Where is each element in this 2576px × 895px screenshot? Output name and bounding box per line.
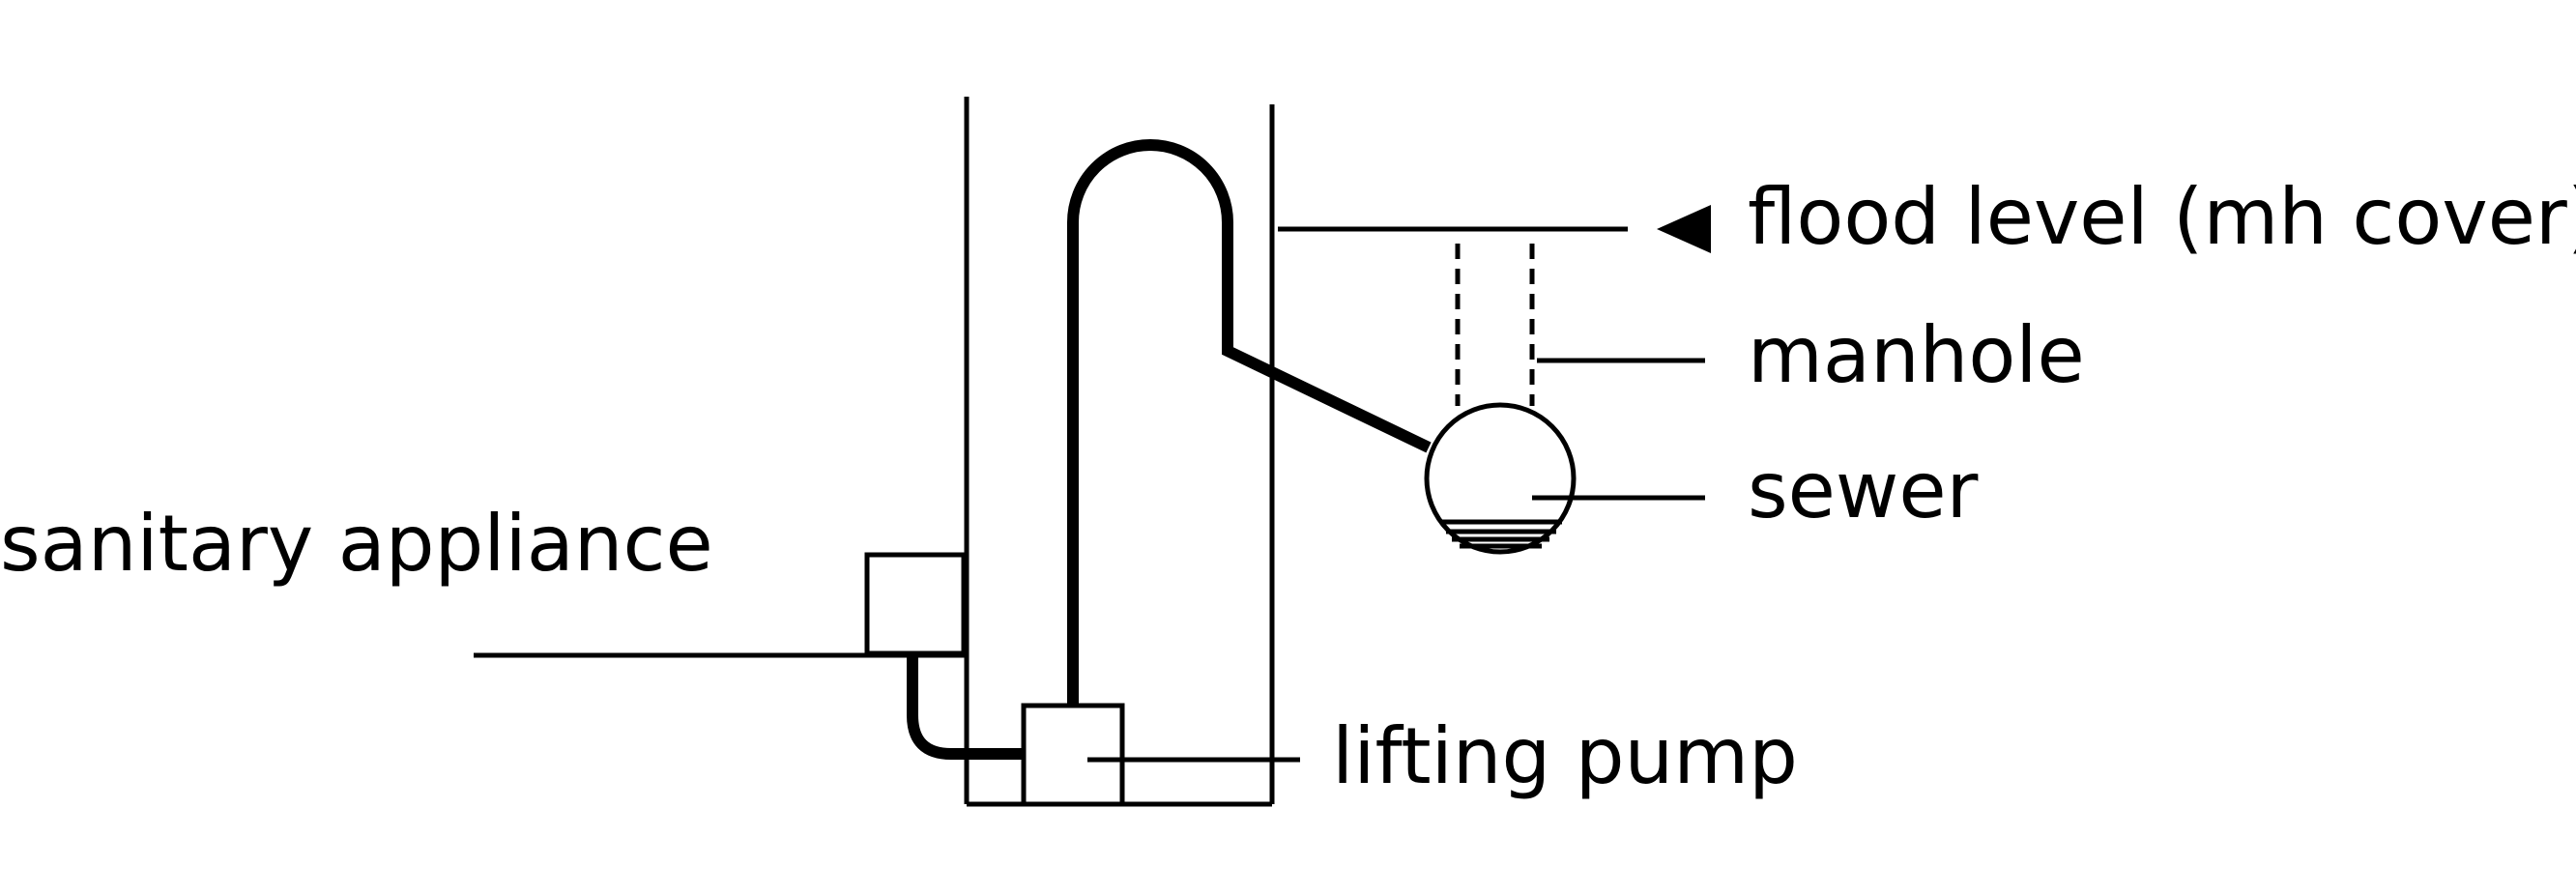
sanitary-appliance-label: sanitary appliance xyxy=(0,499,713,589)
sewer-pipe xyxy=(1424,402,1577,555)
sanitary-appliance-box xyxy=(864,552,967,656)
triangle-left-icon xyxy=(1657,205,1711,253)
flood-level-label: flood level (mh cover) xyxy=(1748,172,2576,262)
sewer-label: sewer xyxy=(1748,446,1979,535)
appliance-drain-pipe xyxy=(907,655,1025,760)
rising-main-pipe xyxy=(1067,139,1432,706)
lifting-pump-box xyxy=(1021,703,1125,807)
manhole-label: manhole xyxy=(1748,310,2085,400)
lifting-pump-label: lifting pump xyxy=(1332,711,1798,801)
